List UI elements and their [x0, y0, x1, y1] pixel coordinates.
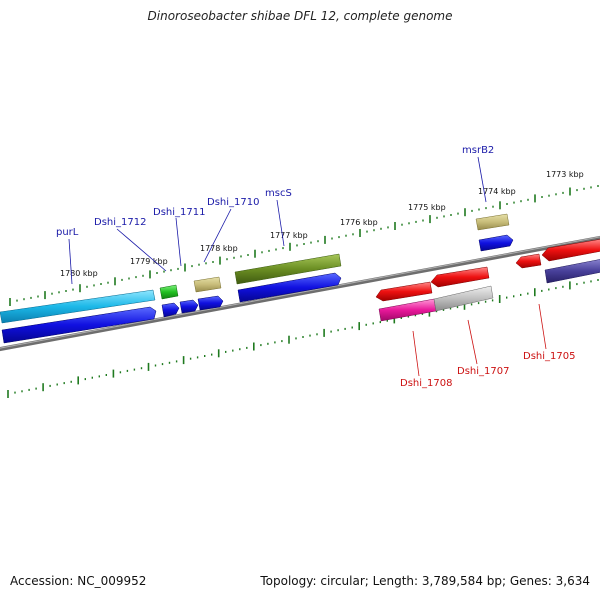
- ruler-label: 1775 kbp: [408, 203, 446, 212]
- gene-block-blue-1[interactable]: [1, 306, 157, 344]
- leader-line-purL: [68, 238, 73, 285]
- gene-label-Dshi_1712[interactable]: Dshi_1712: [94, 217, 146, 228]
- gene-block-Dshi_1712[interactable]: [159, 284, 179, 300]
- ruler-label: 1779 kbp: [130, 257, 168, 266]
- gene-block-Dshi_1710[interactable]: [193, 276, 222, 293]
- ruler-label: 1780 kbp: [60, 269, 98, 278]
- leader-line-Dshi_1705: [538, 303, 547, 350]
- gene-block-blue-2[interactable]: [161, 302, 180, 318]
- leader-line-Dshi_1712: [116, 228, 167, 272]
- genome-summary-text: Topology: circular; Length: 3,789,584 bp…: [260, 574, 590, 588]
- gene-block-msrB2[interactable]: [475, 213, 510, 231]
- gene-block-blue-6[interactable]: [478, 234, 514, 252]
- ruler-ticks: [9, 185, 599, 306]
- map-title: Dinoroseobacter shibae DFL 12, complete …: [147, 9, 453, 23]
- gene-block-blue-4[interactable]: [197, 295, 224, 311]
- gene-label-Dshi_1711[interactable]: Dshi_1711: [153, 207, 205, 218]
- ruler-label: 1778 kbp: [200, 244, 238, 253]
- gene-block-Dshi_1708[interactable]: [378, 298, 437, 322]
- gene-block-blue-5[interactable]: [237, 272, 342, 303]
- leader-line-Dshi_1708: [412, 330, 420, 377]
- gene-label-Dshi_1708[interactable]: Dshi_1708: [400, 378, 452, 389]
- leader-line-Dshi_1707: [467, 319, 478, 365]
- inner-ticks: [7, 279, 599, 398]
- genome-backbone: [0, 235, 600, 352]
- gene-label-Dshi_1707[interactable]: Dshi_1707: [457, 366, 509, 377]
- ruler-label: 1776 kbp: [340, 218, 378, 227]
- leader-line-mscS: [276, 199, 285, 247]
- gene-label-msrB2[interactable]: msrB2: [462, 145, 494, 156]
- gene-block-Dshi_1705[interactable]: [544, 259, 600, 284]
- gene-block-Dshi_1707[interactable]: [433, 285, 494, 312]
- gene-block-red-2[interactable]: [430, 266, 490, 288]
- gene-label-Dshi_1705[interactable]: Dshi_1705: [523, 351, 575, 362]
- gene-block-red-4[interactable]: [541, 239, 600, 262]
- accession-text: Accession: NC_009952: [10, 574, 147, 588]
- gene-block-red-1[interactable]: [375, 281, 433, 302]
- gene-block-purL[interactable]: [0, 289, 156, 324]
- leader-line-Dshi_1710: [203, 208, 232, 263]
- gene-block-blue-3[interactable]: [179, 299, 199, 314]
- gene-block-mscS[interactable]: [234, 253, 342, 285]
- gene-label-Dshi_1710[interactable]: Dshi_1710: [207, 197, 259, 208]
- gene-label-mscS[interactable]: mscS: [265, 188, 292, 199]
- ruler-label: 1774 kbp: [478, 187, 516, 196]
- ruler-label: 1773 kbp: [546, 170, 584, 179]
- gene-label-purL[interactable]: purL: [56, 227, 79, 238]
- gene-block-red-3[interactable]: [515, 253, 542, 269]
- leader-line-Dshi_1711: [175, 217, 182, 267]
- leader-line-msrB2: [477, 156, 487, 203]
- ruler-label: 1777 kbp: [270, 231, 308, 240]
